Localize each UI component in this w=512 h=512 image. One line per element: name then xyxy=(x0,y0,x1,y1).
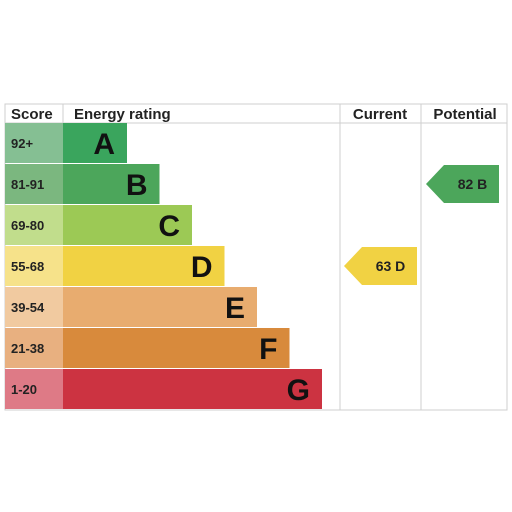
band-bar-g xyxy=(63,369,322,409)
band-bar-d xyxy=(63,246,225,286)
band-bar-b xyxy=(63,164,160,204)
band-bar-e xyxy=(63,287,257,327)
band-bar-c xyxy=(63,205,192,245)
band-letter-g: G xyxy=(287,374,310,407)
energy-rating-header: Energy rating xyxy=(74,106,171,123)
band-letter-b: B xyxy=(126,169,148,202)
score-cell-f xyxy=(5,328,63,368)
current-header: Current xyxy=(353,106,407,123)
band-letter-c: C xyxy=(158,210,180,243)
potential-rating-label: 82 B xyxy=(458,176,488,192)
band-letter-d: D xyxy=(191,251,213,284)
potential-rating-arrow: 82 B xyxy=(426,165,499,203)
current-rating-label: 63 D xyxy=(376,258,406,274)
score-cell-d xyxy=(5,246,63,286)
band-bar-f xyxy=(63,328,290,368)
score-cell-b xyxy=(5,164,63,204)
band-letter-a: A xyxy=(93,128,115,161)
score-range-e: 39-54 xyxy=(11,300,45,315)
band-letter-f: F xyxy=(259,333,277,366)
score-cell-g xyxy=(5,369,63,409)
score-cell-c xyxy=(5,205,63,245)
score-range-b: 81-91 xyxy=(11,177,44,192)
score-range-f: 21-38 xyxy=(11,341,44,356)
score-range-c: 69-80 xyxy=(11,218,44,233)
band-bar-a xyxy=(63,123,127,163)
score-header: Score xyxy=(11,106,53,123)
potential-header: Potential xyxy=(433,106,496,123)
score-cell-e xyxy=(5,287,63,327)
score-range-a: 92+ xyxy=(11,136,33,151)
score-range-d: 55-68 xyxy=(11,259,44,274)
score-range-g: 1-20 xyxy=(11,382,37,397)
band-letter-e: E xyxy=(225,292,245,325)
score-cell-a xyxy=(5,123,63,163)
current-rating-arrow: 63 D xyxy=(344,247,417,285)
